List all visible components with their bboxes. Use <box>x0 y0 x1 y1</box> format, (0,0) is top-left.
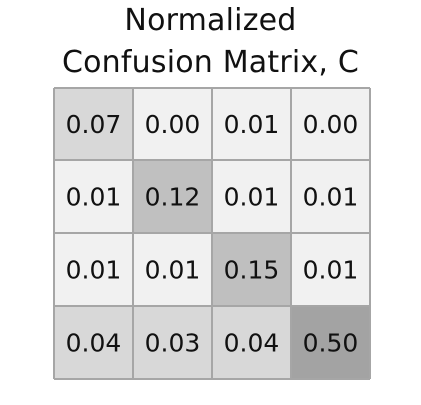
heatmap-value-r4-c4: 0.50 <box>303 329 359 358</box>
heatmap-value-r2-c1: 0.01 <box>66 183 122 212</box>
heatmap-value-r2-c2: 0.12 <box>145 183 201 212</box>
heatmap-value-r1-c2: 0.00 <box>145 110 201 139</box>
heatmap-value-r1-c1: 0.07 <box>66 110 122 139</box>
heatmap-value-r3-c1: 0.01 <box>66 256 122 285</box>
heatmap-value-r3-c3: 0.15 <box>224 256 280 285</box>
heatmap-value-r2-c3: 0.01 <box>224 183 280 212</box>
heatmap-value-r1-c4: 0.00 <box>303 110 359 139</box>
heatmap-value-r2-c4: 0.01 <box>303 183 359 212</box>
heatmap-value-r4-c3: 0.04 <box>224 329 280 358</box>
heatmap-value-r3-c4: 0.01 <box>303 256 359 285</box>
heatmap-value-r4-c2: 0.03 <box>145 329 201 358</box>
heatmap-value-r1-c3: 0.01 <box>224 110 280 139</box>
heatmap-value-r4-c1: 0.04 <box>66 329 122 358</box>
heatmap-value-r3-c2: 0.01 <box>145 256 201 285</box>
